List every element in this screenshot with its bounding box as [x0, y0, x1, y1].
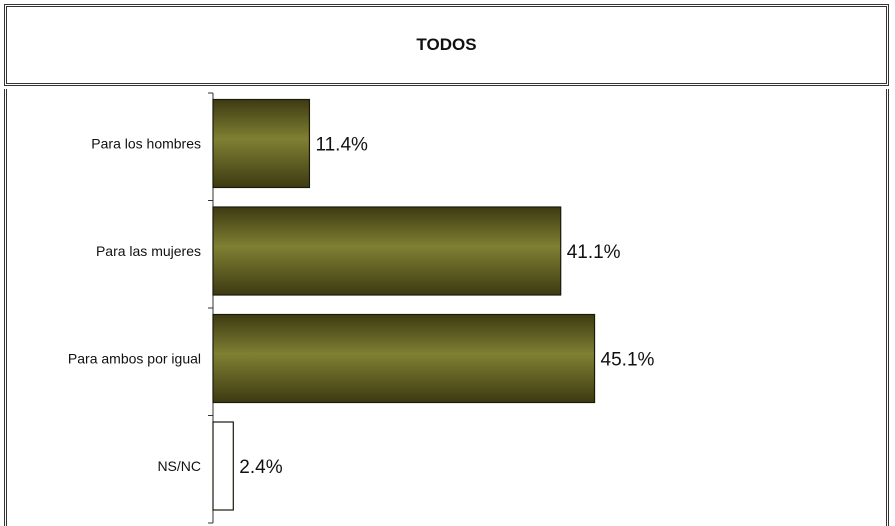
value-label-2: 45.1% [601, 350, 655, 371]
bar-3 [212, 421, 234, 511]
category-label-0: Para los hombres [91, 136, 201, 152]
bar-2 [212, 313, 596, 404]
category-label-1: Para las mujeres [96, 243, 201, 259]
value-label-1: 41.1% [567, 242, 621, 263]
chart-title: TODOS [416, 35, 477, 54]
value-label-3: 2.4% [239, 457, 282, 478]
bar-1 [212, 206, 562, 296]
chart-title-box: TODOS [4, 4, 889, 86]
bar-0 [212, 98, 311, 189]
plot-area [4, 89, 889, 526]
value-label-0: 11.4% [315, 135, 368, 156]
category-label-2: Para ambos por igual [68, 351, 201, 367]
category-label-3: NS/NC [157, 458, 201, 474]
